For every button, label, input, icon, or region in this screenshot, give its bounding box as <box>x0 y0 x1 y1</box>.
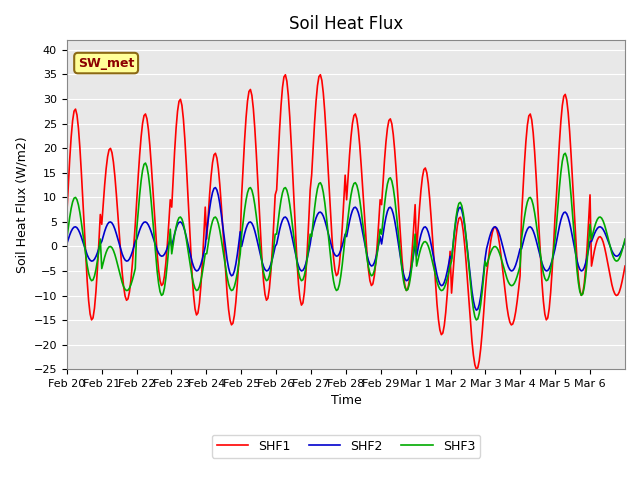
SHF1 <box>63 212 70 217</box>
SHF1 <box>547 289 554 295</box>
SHF3 <box>620 242 627 248</box>
SHF2 <box>620 242 627 248</box>
SHF1 <box>620 271 627 277</box>
SHF3 <box>472 317 480 323</box>
Text: SW_met: SW_met <box>78 57 134 70</box>
SHF3 <box>350 180 358 186</box>
SHF2 <box>82 248 90 254</box>
Line: SHF3: SHF3 <box>67 153 625 320</box>
SHF3 <box>82 253 90 259</box>
SHF2 <box>351 204 359 210</box>
SHF1 <box>351 111 359 117</box>
SHF2 <box>63 241 70 247</box>
SHF2 <box>99 233 107 239</box>
SHF1 <box>472 366 480 372</box>
Legend: SHF1, SHF2, SHF3: SHF1, SHF2, SHF3 <box>212 435 480 458</box>
SHF3 <box>561 150 569 156</box>
Line: SHF1: SHF1 <box>67 75 625 369</box>
SHF2 <box>212 185 220 191</box>
SHF1 <box>99 201 107 207</box>
Y-axis label: Soil Heat Flux (W/m2): Soil Heat Flux (W/m2) <box>15 136 28 273</box>
SHF2 <box>547 262 554 268</box>
Title: Soil Heat Flux: Soil Heat Flux <box>289 15 403 33</box>
SHF2 <box>472 307 480 313</box>
SHF3 <box>99 260 107 265</box>
SHF3 <box>621 236 629 242</box>
SHF1 <box>621 263 629 269</box>
SHF1 <box>462 260 470 265</box>
SHF2 <box>462 235 470 241</box>
SHF1 <box>82 254 90 260</box>
Line: SHF2: SHF2 <box>67 188 625 310</box>
X-axis label: Time: Time <box>330 395 361 408</box>
SHF3 <box>545 273 553 279</box>
SHF2 <box>621 239 629 244</box>
SHF3 <box>461 221 468 227</box>
SHF3 <box>63 236 70 242</box>
SHF1 <box>317 72 324 78</box>
